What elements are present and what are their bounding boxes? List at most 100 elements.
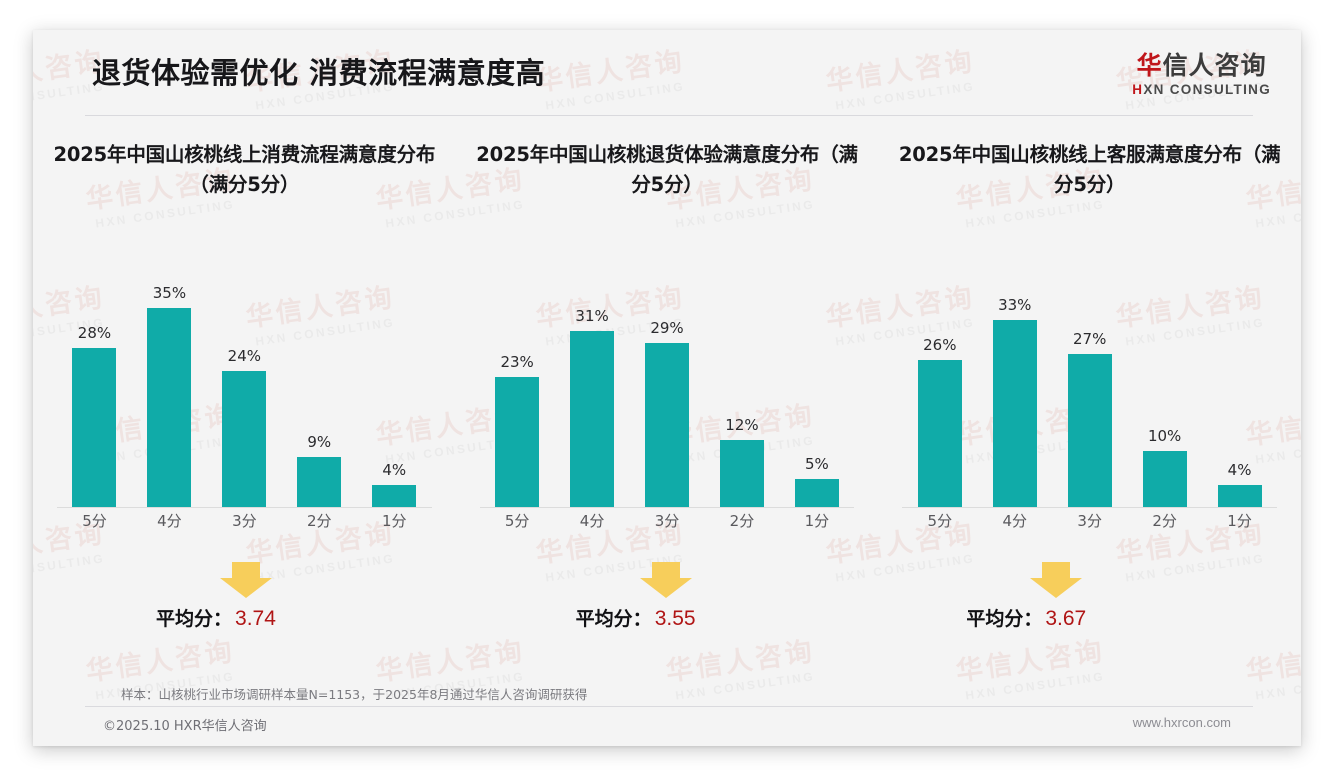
bar-value-label: 12% <box>725 416 759 434</box>
x-axis-tick-label: 4分 <box>1002 512 1028 530</box>
bar[interactable] <box>222 371 267 508</box>
average-score: 平均分： 3.55 <box>576 604 696 631</box>
bar-slot: 28% <box>57 256 132 508</box>
brand-logo: 华信人咨询 HXN CONSULTING <box>1132 53 1271 97</box>
x-axis-labels: 5分 4分 3分 2分 1分 <box>480 510 855 534</box>
chart-title: 2025年中国山核桃线上消费流程满意度分布（满分5分） <box>53 143 436 196</box>
bar-value-label: 31% <box>575 307 609 325</box>
chart-panel-2: 2025年中国山核桃退货体验满意度分布（满分5分） 23% 31% 29% 12% 5%… <box>456 140 879 670</box>
bar-slot: 4% <box>1202 256 1277 508</box>
source-note: 样本：山核桃行业市场调研样本量N=1153，于2025年8月通过华信人咨询调研获… <box>121 687 588 702</box>
chart-panel-3: 2025年中国山核桃线上客服满意度分布（满分5分） 26% 33% 27% 10% 4%… <box>878 140 1301 670</box>
bar[interactable] <box>147 308 192 508</box>
x-axis-tick-label: 3分 <box>1077 512 1102 530</box>
chart-panel-1: 2025年中国山核桃线上消费流程满意度分布（满分5分） 28% 35% 24% 9% 4… <box>33 140 456 670</box>
bar-slot: 5% <box>779 256 854 508</box>
bar[interactable] <box>570 331 615 508</box>
slide-header: 退货体验需优化 消费流程满意度高 华信人咨询 HXN CONSULTING <box>33 30 1301 120</box>
bar-value-label: 26% <box>923 336 957 354</box>
bar-value-label: 24% <box>227 347 262 365</box>
average-value: 3.67 <box>1045 607 1087 630</box>
bar-slot: 33% <box>977 256 1052 508</box>
x-axis-tick-label: 1分 <box>804 512 830 530</box>
bar[interactable] <box>1067 354 1112 508</box>
x-axis-line <box>902 507 1278 508</box>
x-axis-tick-label: 3分 <box>232 512 257 530</box>
bar-chart-plot: 26% 33% 27% 10% 4% 5分 4分 3分 2分 1分 <box>902 234 1278 534</box>
bar-slot: 4% <box>357 256 432 508</box>
bar-chart-plot: 28% 35% 24% 9% 4% 5分 4分 3分 2分 1分 <box>57 234 432 534</box>
average-label: 平均分： <box>966 608 1043 630</box>
slide-card: 华信人咨询 HXN CONSULTING 华信人咨询 HXN CONSULTING华信… <box>33 30 1301 746</box>
header-divider <box>85 115 1253 116</box>
brand-logo-english: HXN CONSULTING <box>1132 83 1271 97</box>
bar-group: 28% 35% 24% 9% 4% <box>57 256 432 508</box>
footer-divider <box>85 706 1253 707</box>
average-value: 3.74 <box>235 607 276 630</box>
bar-slot: 26% <box>902 256 977 508</box>
x-axis-tick-label: 5分 <box>82 512 107 530</box>
x-axis-tick-label: 2分 <box>1152 512 1177 530</box>
bar[interactable] <box>372 485 417 508</box>
x-axis-tick-label: 2分 <box>307 512 332 530</box>
bar-value-label: 28% <box>77 324 112 342</box>
bar[interactable] <box>72 348 117 508</box>
bar-value-label: 4% <box>382 461 407 479</box>
brand-logo-chinese: 华信人咨询 <box>1132 53 1271 78</box>
bar-value-label: 23% <box>500 353 534 371</box>
bar-slot: 31% <box>555 256 630 508</box>
bar-value-label: 10% <box>1147 427 1182 445</box>
average-label: 平均分： <box>156 608 233 630</box>
brand-logo-en-rest: XN CONSULTING <box>1143 82 1271 97</box>
average-block: 平均分： 3.55 <box>456 560 879 652</box>
bar-slot: 10% <box>1127 256 1202 508</box>
chart-title: 2025年中国山核桃退货体验满意度分布（满分5分） <box>476 143 858 196</box>
bar[interactable] <box>645 343 690 508</box>
brand-logo-cn-rest: 信人咨询 <box>1162 51 1267 80</box>
bar-chart-plot: 23% 31% 29% 12% 5% 5分 4分 3分 2分 1分 <box>479 234 855 534</box>
x-axis-tick-label: 4分 <box>579 512 605 530</box>
x-axis-tick-label: 2分 <box>729 512 755 530</box>
bar-value-label: 5% <box>804 455 829 473</box>
average-value: 3.55 <box>654 607 696 630</box>
bar-slot: 23% <box>480 256 555 508</box>
bar[interactable] <box>1217 485 1262 508</box>
x-axis-labels: 5分 4分 3分 2分 1分 <box>902 510 1277 534</box>
average-block: 平均分： 3.67 <box>878 560 1301 652</box>
x-axis-tick-label: 5分 <box>927 512 953 530</box>
bar[interactable] <box>1142 451 1187 508</box>
bar-value-label: 9% <box>307 433 332 451</box>
bar-slot: 35% <box>132 256 207 508</box>
bar[interactable] <box>917 360 962 508</box>
bar-slot: 24% <box>207 256 282 508</box>
bar[interactable] <box>992 320 1037 508</box>
page-title: 退货体验需优化 消费流程满意度高 <box>92 56 546 90</box>
bar-value-label: 27% <box>1073 330 1107 348</box>
bar-value-label: 4% <box>1227 461 1252 479</box>
x-axis-tick-label: 3分 <box>654 512 680 530</box>
bar[interactable] <box>495 377 540 508</box>
bar-slot: 27% <box>1052 256 1127 508</box>
bar-slot: 29% <box>630 256 705 508</box>
bar[interactable] <box>794 479 839 508</box>
bar-value-label: 35% <box>152 284 187 302</box>
bar[interactable] <box>719 440 764 508</box>
bar-slot: 12% <box>704 256 779 508</box>
brand-logo-cn-red: 华 <box>1136 51 1163 80</box>
bar-slot: 9% <box>282 256 357 508</box>
x-axis-line <box>57 507 432 508</box>
x-axis-tick-label: 5分 <box>504 512 530 530</box>
average-block: 平均分： 3.74 <box>33 560 456 652</box>
website-url[interactable]: www.hxrcon.com <box>1132 715 1231 730</box>
average-score: 平均分： 3.74 <box>156 604 276 631</box>
arrow-down-icon <box>1030 562 1083 598</box>
bar-group: 23% 31% 29% 12% 5% <box>480 256 855 508</box>
copyright-text: ©2025.10 HXR华信人咨询 <box>103 719 267 734</box>
bar-group: 26% 33% 27% 10% 4% <box>902 256 1277 508</box>
x-axis-tick-label: 4分 <box>157 512 182 530</box>
brand-logo-en-red: H <box>1132 82 1144 97</box>
bar-value-label: 29% <box>650 319 684 337</box>
x-axis-tick-label: 1分 <box>381 512 407 530</box>
average-score: 平均分： 3.67 <box>966 604 1086 631</box>
bar[interactable] <box>297 457 342 508</box>
